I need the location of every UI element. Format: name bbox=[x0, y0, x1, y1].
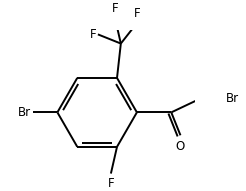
Text: F: F bbox=[134, 7, 141, 20]
Text: F: F bbox=[111, 2, 118, 15]
Text: F: F bbox=[108, 177, 114, 190]
Text: Br: Br bbox=[226, 92, 239, 105]
Text: F: F bbox=[90, 28, 96, 41]
Text: Br: Br bbox=[18, 106, 31, 119]
Text: O: O bbox=[176, 140, 185, 153]
